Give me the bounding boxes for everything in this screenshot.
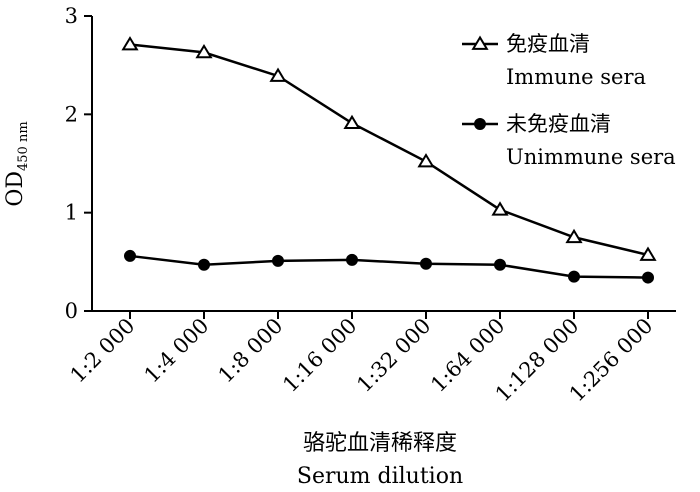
data-point — [491, 201, 509, 216]
legend: 免疫血清 Immune sera 未免疫血清 Unimmune sera — [462, 32, 676, 169]
y-axis-title-main: OD — [3, 171, 28, 207]
y-tick-label: 3 — [65, 4, 78, 28]
x-tick-label: 1:8 000 — [214, 314, 288, 388]
x-tick-label: 1:4 000 — [140, 314, 214, 388]
legend-label-en: Unimmune sera — [506, 145, 676, 169]
legend-label-cn: 免疫血清 — [506, 32, 590, 56]
data-point — [272, 254, 284, 267]
legend-label-cn: 未免疫血清 — [506, 112, 611, 136]
y-axis-title: OD450 nm — [3, 121, 31, 206]
axes — [91, 16, 676, 312]
y-tick-label: 1 — [65, 201, 78, 225]
series-line — [129, 254, 649, 279]
data-point — [198, 258, 210, 271]
x-axis-title-en: Serum dilution — [297, 464, 463, 489]
data-point — [642, 271, 654, 284]
series-1 — [121, 36, 657, 261]
data-point — [565, 228, 583, 244]
data-point — [639, 246, 657, 261]
data-point — [494, 258, 506, 271]
series-2 — [124, 249, 654, 284]
data-point — [269, 67, 287, 82]
x-tick-label: 1:16 000 — [278, 314, 361, 397]
data-point — [121, 36, 139, 51]
data-point — [343, 114, 361, 130]
data-point — [346, 253, 358, 266]
legend-label-en: Immune sera — [506, 65, 646, 89]
data-point — [568, 270, 580, 283]
legend-marker — [471, 35, 489, 50]
series-layer — [121, 36, 657, 284]
legend-item-2: 未免疫血清 Unimmune sera — [462, 112, 676, 169]
legend-item-1: 免疫血清 Immune sera — [462, 32, 646, 89]
data-point — [420, 257, 432, 270]
legend-marker — [474, 118, 486, 130]
x-tick-label: 1:2 000 — [66, 314, 140, 388]
data-point — [417, 153, 435, 168]
x-axis-title-cn: 骆驼血清稀释度 — [303, 431, 457, 456]
y-ticks: 0 1 2 3 — [65, 4, 92, 323]
y-tick-label: 0 — [65, 299, 78, 323]
y-axis-title-sub: 450 nm — [16, 121, 31, 171]
data-point — [195, 43, 213, 59]
series-line — [129, 43, 649, 257]
x-tick-label: 1:32 000 — [352, 314, 435, 397]
data-point — [124, 249, 136, 262]
y-tick-label: 2 — [65, 102, 78, 126]
